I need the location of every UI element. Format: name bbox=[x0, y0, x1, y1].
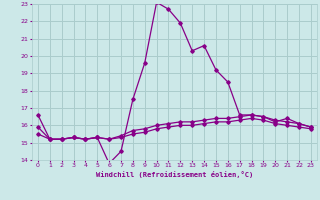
X-axis label: Windchill (Refroidissement éolien,°C): Windchill (Refroidissement éolien,°C) bbox=[96, 171, 253, 178]
